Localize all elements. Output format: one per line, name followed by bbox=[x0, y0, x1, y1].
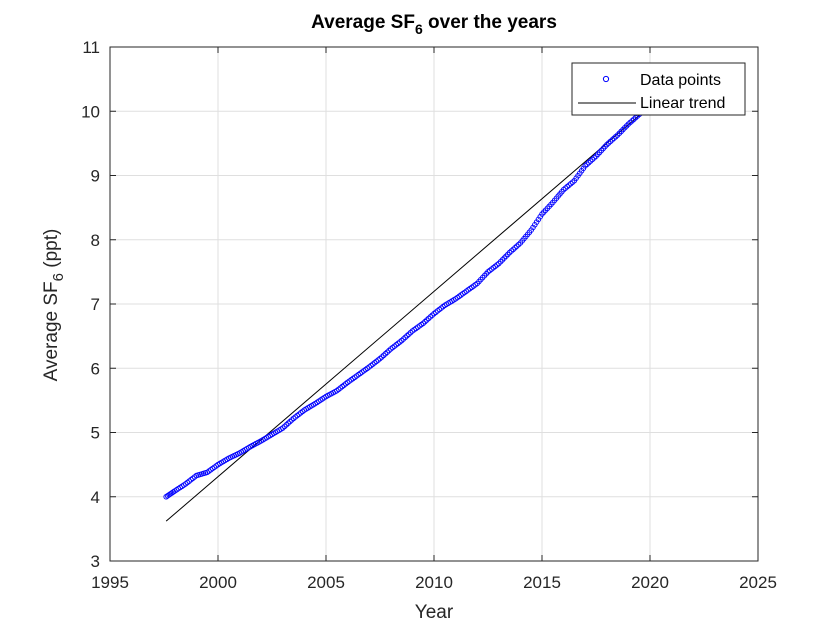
y-tick-label: 4 bbox=[91, 488, 100, 507]
ylabel-main: Average SF bbox=[41, 281, 62, 381]
x-axis-label: Year bbox=[415, 602, 454, 623]
y-tick-label: 11 bbox=[82, 38, 100, 57]
x-tick-label: 2020 bbox=[631, 573, 669, 592]
grid-lines bbox=[110, 47, 758, 561]
y-tick-label: 3 bbox=[91, 552, 100, 571]
title-suffix: over the years bbox=[423, 12, 557, 33]
chart-title: Average SF6 over the years bbox=[311, 12, 557, 37]
x-tick-label: 2010 bbox=[415, 573, 453, 592]
y-axis-ticks: 3 4 5 6 7 8 9 10 11 bbox=[81, 38, 758, 571]
x-tick-label: 1995 bbox=[91, 573, 129, 592]
ylabel-suffix: (ppt) bbox=[41, 229, 62, 273]
x-tick-label: 2015 bbox=[523, 573, 561, 592]
y-tick-label: 7 bbox=[91, 295, 100, 314]
legend-box bbox=[571, 62, 746, 116]
title-subscript: 6 bbox=[415, 21, 423, 37]
legend-marker-data-points bbox=[602, 75, 610, 83]
y-tick-label: 8 bbox=[91, 231, 100, 250]
title-main: Average SF bbox=[311, 12, 415, 33]
x-tick-label: 2025 bbox=[739, 573, 777, 592]
linear-trend-line bbox=[165, 105, 651, 522]
x-tick-label: 2005 bbox=[307, 573, 345, 592]
x-tick-label: 2000 bbox=[199, 573, 237, 592]
trend-layer bbox=[165, 105, 651, 522]
y-tick-label: 5 bbox=[91, 424, 100, 443]
data-points-layer bbox=[163, 103, 653, 500]
y-tick-label: 6 bbox=[91, 359, 100, 378]
y-tick-label: 9 bbox=[91, 167, 100, 186]
ylabel-subscript: 6 bbox=[50, 273, 67, 281]
legend-label-data-points: Data points bbox=[640, 72, 721, 89]
x-axis-ticks: 1995 2000 2005 2010 2015 2020 2025 bbox=[91, 47, 777, 592]
legend: Data points Linear trend bbox=[571, 62, 746, 116]
y-tick-label: 10 bbox=[81, 102, 100, 121]
legend-label-linear-trend: Linear trend bbox=[640, 95, 725, 112]
y-axis-label: Average SF6 (ppt) bbox=[41, 229, 67, 382]
